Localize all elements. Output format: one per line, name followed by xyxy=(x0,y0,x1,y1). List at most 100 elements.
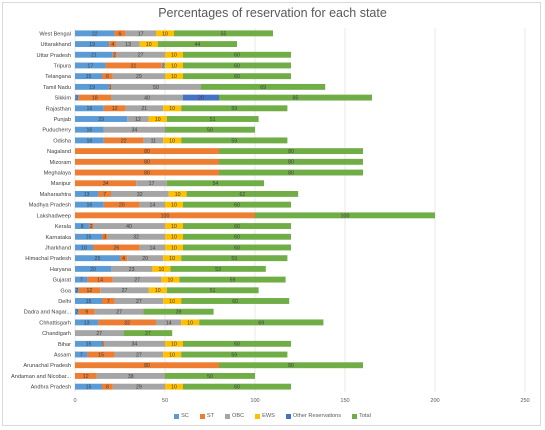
bar-st-dadra-and-nagar xyxy=(78,308,95,315)
bar-sc-kerala xyxy=(75,223,90,230)
data-label-sc-bihar: 15 xyxy=(86,342,92,348)
data-label-total-manipur: 54 xyxy=(213,181,219,187)
legend-label-sc: SC xyxy=(181,413,189,419)
bar-total-madhya-pradesh xyxy=(183,201,291,208)
data-label-total-jharkhand: 60 xyxy=(234,245,240,251)
chart-legend: SC ST OBC EWS Other Reservations Total xyxy=(0,413,545,419)
data-label-ews-karnataka: 10 xyxy=(171,235,177,241)
data-label-st-arunachal-pradesh: 80 xyxy=(144,363,150,369)
bar-st-gujarat xyxy=(87,276,113,283)
category-label-telangana: Telangana xyxy=(45,74,72,80)
x-tick-label-200: 200 xyxy=(430,398,439,404)
legend-swatch-ews xyxy=(255,413,261,419)
data-label-total-karnataka: 60 xyxy=(234,235,240,241)
data-label-total-puducherry: 50 xyxy=(207,128,213,134)
data-label-obc-uttarakhand: 13 xyxy=(125,42,131,48)
bar-obc-andhra-pradesh xyxy=(112,383,165,390)
data-label-sc-kerala: 8 xyxy=(81,224,84,230)
bar-st-maharashtra xyxy=(98,190,111,197)
bar-st-jharkhand xyxy=(93,244,140,251)
data-label-sc-uttarakhand: 19 xyxy=(89,42,95,48)
data-label-total-tamil-nadu: 69 xyxy=(260,85,266,91)
bar-total-lakshadweep xyxy=(255,212,435,219)
data-label-obc-telangana: 29 xyxy=(136,74,142,80)
data-label-st-tamil-nadu: 1 xyxy=(109,85,112,91)
data-label-total-assam: 59 xyxy=(231,352,237,358)
data-label-obc-bihar: 34 xyxy=(132,342,138,348)
category-label-himachal-pradesh: Himachal Pradesh xyxy=(25,256,71,262)
data-label-ews-rajasthan: 10 xyxy=(169,106,175,112)
bar-obc-haryana xyxy=(111,265,153,272)
data-label-total-tripura: 60 xyxy=(234,63,240,69)
bar-st-karnataka xyxy=(102,233,108,240)
bar-st-himachal-pradesh xyxy=(120,255,128,262)
bar-ews-odisha xyxy=(163,137,182,144)
data-label-total-andhra-pradesh: 60 xyxy=(234,385,240,391)
data-label-st-delhi: 7 xyxy=(107,299,110,305)
data-label-sc-puducherry: 16 xyxy=(87,128,93,134)
data-label-obc-tripura: 2 xyxy=(162,63,165,69)
bar-total-bihar xyxy=(183,340,291,347)
data-label-sc-assam: 7 xyxy=(80,352,83,358)
bar-ews-uttarakhand xyxy=(139,41,158,48)
data-label-sc-telangana: 15 xyxy=(86,74,92,80)
data-label-total-kerala: 60 xyxy=(234,224,240,230)
bar-ews-haryana xyxy=(152,265,171,272)
category-label-goa: Goa xyxy=(60,288,71,294)
data-label-st-nagaland: 80 xyxy=(144,149,150,155)
bar-sc-punjab xyxy=(75,116,128,122)
bar-obc-delhi xyxy=(114,298,164,304)
category-label-madhya-pradesh: Madhya Pradesh xyxy=(29,203,71,209)
data-label-ews-madhya-pradesh: 10 xyxy=(171,203,177,209)
data-label-total-bihar: 60 xyxy=(234,342,240,348)
x-tick-label-150: 150 xyxy=(340,398,349,404)
bar-ews-bihar xyxy=(165,340,183,347)
data-label-obc-tamil-nadu: 50 xyxy=(153,85,159,91)
data-label-sc-goa: 2 xyxy=(75,288,78,294)
category-label-nagaland: Nagaland xyxy=(47,149,71,155)
bar-obc-tamil-nadu xyxy=(111,83,201,90)
bar-obc-gujarat xyxy=(112,276,162,283)
data-label-total-maharashtra: 62 xyxy=(240,192,246,198)
data-label-total-rajasthan: 59 xyxy=(231,106,237,112)
data-label-total-odisha: 59 xyxy=(231,138,237,144)
category-label-gujarat: Gujarat xyxy=(53,278,72,284)
bar-sc-assam xyxy=(75,351,88,358)
data-label-obc-sikkim: 40 xyxy=(144,95,150,101)
bar-ews-madhya-pradesh xyxy=(165,201,183,208)
data-label-st-mizoram: 80 xyxy=(144,160,150,166)
bar-obc-uttarakhand xyxy=(116,41,140,48)
x-tick-label-250: 250 xyxy=(520,398,529,404)
data-label-obc-rajasthan: 21 xyxy=(141,106,147,112)
bar-st-tamil-nadu xyxy=(109,83,111,90)
bar-obc-sikkim xyxy=(111,94,183,101)
data-label-st-manipur: 34 xyxy=(103,181,109,187)
bar-st-rajasthan xyxy=(103,105,126,112)
bar-sc-tamil-nadu xyxy=(75,83,110,90)
data-label-sc-jharkhand: 10 xyxy=(81,245,87,251)
data-label-other-reservations-sikkim: 20 xyxy=(198,95,204,101)
bar-obc-rajasthan xyxy=(125,105,164,112)
bar-st-bihar xyxy=(102,340,104,347)
data-label-ews-gujarat: 10 xyxy=(168,277,174,283)
data-label-ews-delhi: 10 xyxy=(169,299,175,305)
bar-st-lakshadweep xyxy=(75,212,255,219)
data-label-obc-west-bengal: 17 xyxy=(138,31,144,37)
category-label-manipur: Manipur xyxy=(51,181,71,187)
data-label-obc-jharkhand: 14 xyxy=(150,245,156,251)
bar-st-madhya-pradesh xyxy=(103,201,140,208)
data-label-obc-haryana: 23 xyxy=(129,267,135,273)
data-label-ews-telangana: 10 xyxy=(171,74,177,80)
bar-total-andhra-pradesh xyxy=(183,383,291,390)
data-label-obc-gujarat: 27 xyxy=(134,277,140,283)
category-label-meghalaya: Meghalaya xyxy=(44,171,72,177)
data-label-sc-uttar-pradesh: 21 xyxy=(91,53,97,59)
x-tick-label-0: 0 xyxy=(73,398,76,404)
legend-swatch-sc xyxy=(174,413,180,419)
data-label-obc-manipur: 17 xyxy=(149,181,155,187)
data-label-st-kerala: 2 xyxy=(90,224,93,230)
chart-title: Percentages of reservation for each stat… xyxy=(158,6,387,20)
data-label-total-gujarat: 59 xyxy=(230,277,236,283)
bar-sc-haryana xyxy=(75,265,111,272)
bar-ews-jharkhand xyxy=(165,244,183,251)
